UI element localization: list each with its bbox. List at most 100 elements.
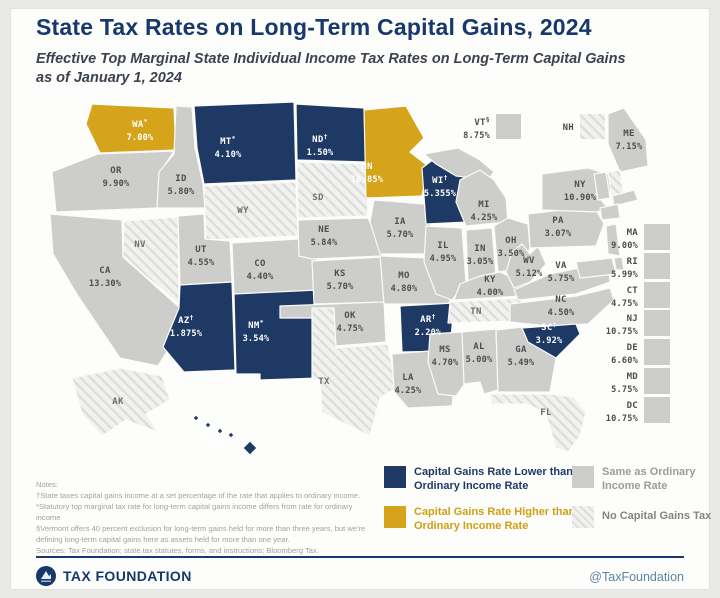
state-label-la: LA [402, 373, 414, 383]
legend-label-none: No Capital Gains Tax [602, 510, 712, 522]
state-label-md: MD [627, 372, 639, 382]
tax-foundation-brand: TAX FOUNDATION [36, 566, 192, 586]
state-nc [509, 287, 615, 327]
page-title: State Tax Rates on Long-Term Capital Gai… [36, 14, 592, 40]
state-hi [192, 414, 200, 422]
state-rate-vt: 8.75% [463, 131, 490, 141]
state-rate-mn: 10.85% [351, 175, 384, 185]
state-rate-id: 5.80% [168, 187, 195, 197]
state-labels-layer: WA*7.00%OR9.90%CA13.30%NVID5.80%MT*4.10%… [89, 114, 670, 453]
state-label-tn: TN [470, 307, 481, 317]
footnote-line: †State taxes capital gains income at a s… [36, 491, 361, 500]
state-label-in: IN [474, 244, 485, 254]
state-label-or: OR [110, 166, 122, 176]
state-az [162, 281, 236, 373]
state-swatch-md [644, 368, 670, 394]
state-label-ok: OK [344, 311, 356, 321]
state-rate-wi: 5.355% [424, 189, 457, 199]
state-swatch-de [644, 339, 670, 365]
legend-swatch-same [572, 466, 594, 488]
state-label-wy: WY [237, 206, 249, 216]
state-md [575, 257, 617, 279]
state-rate-me: 7.15% [616, 142, 643, 152]
state-label-il: IL [437, 241, 449, 251]
state-tx [311, 307, 397, 437]
state-swatch-nh [580, 114, 605, 139]
state-ia [369, 199, 433, 255]
state-il [423, 225, 467, 301]
state-rate-mt: 4.10% [215, 150, 242, 160]
state-label-ri: RI [627, 257, 638, 267]
state-rate-ri: 5.99% [611, 270, 638, 280]
state-rate-ok: 4.75% [337, 324, 364, 334]
state-swatch-nj [644, 310, 670, 336]
state-rate-ne: 5.84% [311, 238, 338, 248]
state-label-fl: FL [540, 408, 552, 418]
tax-foundation-logo-icon [36, 566, 56, 586]
state-label-de: DE [627, 343, 638, 353]
twitter-handle[interactable]: @TaxFoundation [589, 570, 684, 584]
state-rate-il: 4.95% [430, 254, 457, 264]
state-rate-or: 9.90% [103, 179, 130, 189]
state-label-va: VA [555, 261, 567, 271]
state-rate-dc: 10.75% [606, 414, 639, 424]
state-label-pa: PA [552, 216, 564, 226]
legend-item-same: Same as Ordinary Income Rate [572, 466, 714, 494]
state-rate-in: 3.05% [467, 257, 494, 267]
state-rate-de: 6.60% [611, 356, 638, 366]
legend-label-higher: Capital Gains Rate Higher than Ordinary … [414, 506, 576, 532]
state-rate-nm: 3.54% [243, 334, 270, 344]
state-rate-la: 4.25% [395, 386, 422, 396]
state-ks [311, 256, 385, 305]
state-label-co: CO [254, 259, 266, 269]
state-rate-ca: 13.30% [89, 279, 122, 289]
state-label-ky: KY [484, 275, 496, 285]
state-rate-mo: 4.80% [391, 284, 418, 294]
legend-swatch-none [572, 506, 594, 528]
state-hi [227, 431, 235, 439]
state-label-dc: DC [627, 401, 638, 411]
state-label-nj: NJ [627, 314, 638, 324]
state-rate-ms: 4.70% [432, 358, 459, 368]
state-de [613, 256, 625, 271]
state-label-sd: SD [312, 193, 324, 203]
footnote-line: *Statutory top marginal tax rate for lon… [36, 502, 353, 522]
state-label-nv: NV [134, 240, 146, 250]
state-rate-co: 4.40% [247, 272, 274, 282]
state-mn [363, 105, 429, 199]
state-rate-ga: 5.49% [508, 358, 535, 368]
state-label-al: AL [473, 342, 485, 352]
footnote-line: Sources: Tax Foundation; state tax statu… [36, 546, 319, 555]
state-rate-ma: 9.00% [611, 241, 638, 251]
state-ct [599, 203, 621, 221]
state-rate-nc: 4.50% [548, 308, 575, 318]
state-hi [204, 421, 212, 429]
state-rate-ks: 5.70% [327, 282, 354, 292]
legend-swatch-higher [384, 506, 406, 528]
state-label-id: ID [175, 174, 187, 184]
state-label-wv: WV [523, 256, 535, 266]
state-rate-ar: 2.20% [415, 328, 442, 338]
state-vt [593, 171, 611, 201]
state-swatch-ri [644, 253, 670, 279]
us-choropleth-map: WA*7.00%OR9.90%CA13.30%NVID5.80%MT*4.10%… [49, 101, 670, 456]
footnote-line: defining long-term capital gains here as… [36, 535, 290, 544]
state-label-mi: MI [478, 200, 489, 210]
state-hi [216, 427, 224, 435]
state-ca [49, 213, 180, 367]
state-label-me: ME [623, 129, 634, 139]
state-rate-pa: 3.07% [545, 229, 572, 239]
state-rate-hi: 7.25% [198, 443, 225, 453]
state-ma [611, 189, 639, 207]
state-label-ak: AK [112, 397, 124, 407]
states-layer [49, 101, 649, 456]
state-rate-oh: 3.50% [498, 249, 525, 259]
state-label-nc: NC [555, 295, 566, 305]
state-rate-ky: 4.00% [477, 288, 504, 298]
state-label-ms: MS [439, 345, 450, 355]
state-wa [85, 103, 177, 154]
state-label-ga: GA [515, 345, 527, 355]
footnote-line: §Vermont offers 40 percent exclusion for… [36, 524, 366, 533]
state-nj [605, 223, 621, 257]
